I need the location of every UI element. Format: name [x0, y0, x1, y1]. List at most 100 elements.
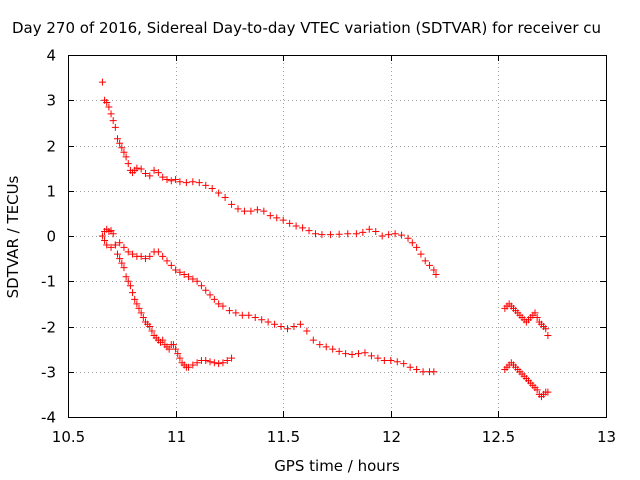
data-point	[344, 230, 352, 238]
data-point	[120, 148, 128, 156]
data-point	[195, 179, 203, 187]
data-point	[303, 327, 311, 335]
data-point	[185, 273, 193, 281]
data-point	[348, 351, 356, 359]
data-point	[311, 230, 319, 238]
data-point	[299, 224, 307, 232]
data-point	[154, 169, 162, 177]
data-point	[260, 207, 268, 215]
data-point	[413, 243, 421, 251]
data-point	[202, 356, 210, 364]
data-point	[163, 175, 171, 183]
x-tick-label: 13	[597, 428, 616, 446]
data-point	[219, 359, 227, 367]
y-tick-label: -1	[41, 273, 56, 291]
data-point	[391, 230, 399, 238]
data-point	[182, 179, 190, 187]
data-point	[118, 259, 126, 267]
data-point	[273, 214, 281, 222]
data-point	[215, 189, 223, 197]
data-point	[225, 307, 233, 315]
data-point	[189, 361, 197, 369]
x-tick-label: 12.5	[482, 428, 515, 446]
data-point	[327, 231, 335, 239]
data-point	[223, 356, 231, 364]
data-point	[404, 234, 412, 242]
data-point	[245, 311, 253, 319]
data-point	[169, 341, 177, 349]
series-track-lower	[101, 225, 236, 371]
data-point	[430, 266, 438, 274]
data-point	[118, 144, 126, 152]
data-point	[533, 386, 541, 394]
data-point	[141, 255, 149, 263]
data-point	[387, 356, 395, 364]
data-point	[146, 252, 154, 260]
x-tick-label: 11	[167, 428, 186, 446]
y-axis-label: SDTVAR / TECUs	[4, 175, 22, 298]
data-point	[286, 219, 294, 227]
y-tick-labels: 4 3 2 1 0 -1 -2 -3 -4	[41, 47, 56, 427]
data-point	[167, 177, 175, 185]
data-point	[426, 261, 434, 269]
plot-frame	[68, 55, 607, 418]
data-point	[206, 291, 214, 299]
data-point	[258, 316, 266, 324]
data-point	[430, 368, 438, 376]
y-tick-label: 2	[46, 138, 56, 156]
data-point	[120, 243, 128, 251]
data-point	[111, 241, 119, 249]
data-point	[542, 325, 550, 333]
data-point	[277, 323, 285, 330]
data-point	[228, 200, 236, 208]
data-point	[264, 318, 272, 326]
data-point	[172, 175, 180, 183]
data-point	[180, 270, 188, 278]
data-point	[253, 206, 261, 214]
data-point	[103, 99, 111, 107]
data-point	[197, 282, 205, 290]
y-tick-label: 1	[46, 183, 56, 201]
data-point	[266, 212, 274, 220]
data-point	[355, 350, 363, 358]
x-axis-label: GPS time / hours	[274, 457, 400, 475]
data-point	[129, 289, 137, 297]
data-point	[305, 227, 313, 235]
data-point	[352, 230, 360, 238]
data-point	[378, 232, 386, 240]
data-point	[421, 257, 429, 265]
data-point	[408, 239, 416, 247]
data-point	[531, 309, 539, 317]
data-point	[380, 356, 388, 364]
data-point	[393, 358, 401, 366]
data-point	[292, 222, 300, 230]
data-point	[296, 320, 304, 328]
series-late-upper	[501, 300, 552, 340]
x-tick-label: 11.5	[267, 428, 300, 446]
series-late-lower	[501, 359, 552, 401]
data-point	[189, 275, 197, 283]
data-point	[174, 350, 182, 358]
data-point	[148, 327, 156, 335]
data-point	[116, 255, 124, 263]
data-point	[417, 250, 425, 258]
data-point	[126, 282, 134, 290]
x-tick-label: 10.5	[52, 428, 85, 446]
data-point	[150, 166, 158, 174]
data-point	[316, 341, 324, 349]
data-point	[193, 359, 201, 367]
data-point	[172, 266, 180, 274]
data-point	[113, 135, 121, 143]
data-point	[105, 103, 113, 111]
data-point	[400, 360, 408, 368]
data-point	[124, 160, 132, 168]
data-point	[137, 309, 145, 317]
data-point	[533, 313, 541, 321]
data-point	[154, 248, 162, 256]
data-point	[208, 184, 216, 192]
data-point	[342, 350, 350, 358]
data-point	[240, 207, 248, 215]
data-point	[361, 349, 369, 357]
data-point	[215, 300, 223, 308]
data-point	[432, 270, 440, 278]
